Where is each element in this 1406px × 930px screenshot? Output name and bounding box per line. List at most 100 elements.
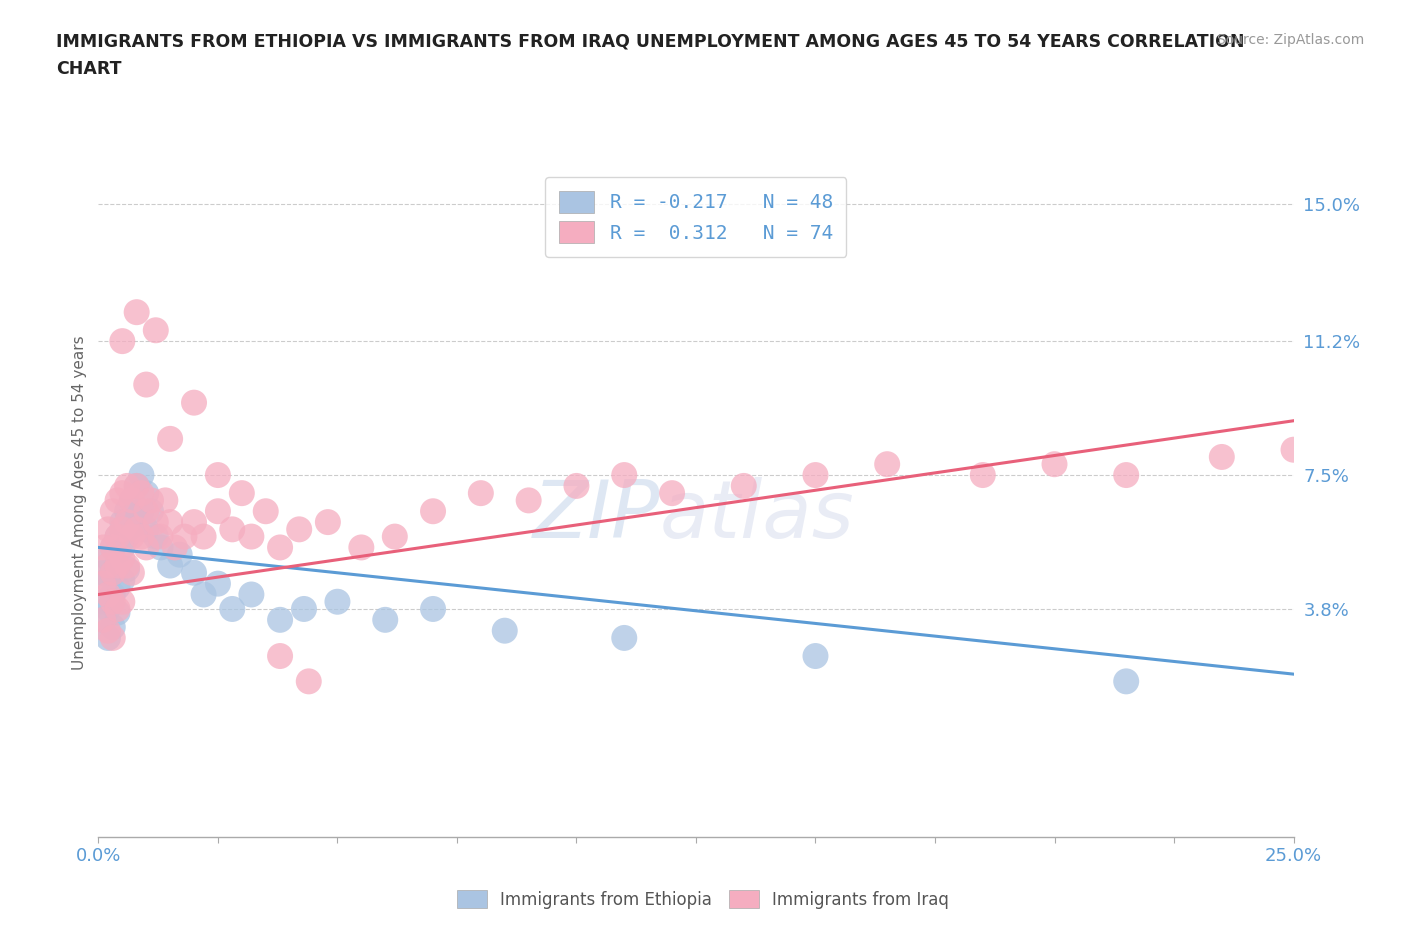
Point	[613, 468, 636, 483]
Point	[298, 674, 321, 689]
Point	[91, 540, 114, 555]
Point	[135, 504, 157, 519]
Point	[163, 540, 186, 555]
Point	[111, 485, 134, 500]
Point	[135, 522, 157, 537]
Point	[107, 493, 129, 508]
Point	[101, 565, 124, 580]
Point	[101, 504, 124, 519]
Point	[101, 631, 124, 645]
Point	[269, 612, 291, 627]
Point	[91, 612, 114, 627]
Point	[111, 573, 134, 588]
Point	[121, 493, 143, 508]
Point	[131, 468, 153, 483]
Point	[125, 512, 148, 526]
Point	[1211, 449, 1233, 464]
Point	[145, 323, 167, 338]
Point	[115, 504, 138, 519]
Point	[1115, 468, 1137, 483]
Point	[254, 504, 277, 519]
Point	[101, 540, 124, 555]
Point	[470, 485, 492, 500]
Point	[1115, 674, 1137, 689]
Point	[149, 529, 172, 544]
Point	[183, 514, 205, 529]
Text: atlas: atlas	[661, 476, 855, 554]
Point	[107, 529, 129, 544]
Point	[121, 493, 143, 508]
Legend: R = -0.217   N = 48, R =  0.312   N = 74: R = -0.217 N = 48, R = 0.312 N = 74	[546, 177, 846, 257]
Point	[97, 623, 120, 638]
Point	[183, 395, 205, 410]
Point	[111, 522, 134, 537]
Point	[101, 587, 124, 602]
Point	[326, 594, 349, 609]
Point	[115, 558, 138, 573]
Point	[422, 602, 444, 617]
Point	[131, 485, 153, 500]
Point	[97, 631, 120, 645]
Point	[876, 457, 898, 472]
Point	[97, 573, 120, 588]
Y-axis label: Unemployment Among Ages 45 to 54 years: Unemployment Among Ages 45 to 54 years	[72, 335, 87, 670]
Point	[111, 540, 134, 555]
Legend: Immigrants from Ethiopia, Immigrants from Iraq: Immigrants from Ethiopia, Immigrants fro…	[449, 882, 957, 917]
Point	[111, 594, 134, 609]
Point	[159, 514, 181, 529]
Point	[121, 565, 143, 580]
Point	[121, 529, 143, 544]
Point	[135, 485, 157, 500]
Point	[107, 558, 129, 573]
Point	[115, 562, 138, 577]
Point	[111, 334, 134, 349]
Point	[149, 540, 172, 555]
Point	[115, 478, 138, 493]
Point	[121, 522, 143, 537]
Point	[97, 587, 120, 602]
Point	[169, 547, 191, 562]
Point	[207, 577, 229, 591]
Point	[159, 558, 181, 573]
Point	[101, 619, 124, 634]
Point	[101, 565, 124, 580]
Text: ZIP: ZIP	[533, 476, 661, 554]
Point	[517, 493, 540, 508]
Point	[111, 514, 134, 529]
Point	[155, 493, 177, 508]
Point	[91, 565, 114, 580]
Point	[494, 623, 516, 638]
Point	[91, 612, 114, 627]
Point	[613, 631, 636, 645]
Point	[193, 529, 215, 544]
Point	[139, 504, 162, 519]
Point	[107, 529, 129, 544]
Point	[240, 529, 263, 544]
Point	[183, 565, 205, 580]
Point	[107, 605, 129, 620]
Point	[240, 587, 263, 602]
Point	[115, 529, 138, 544]
Point	[565, 478, 588, 493]
Text: CHART: CHART	[56, 60, 122, 78]
Point	[159, 432, 181, 446]
Point	[97, 551, 120, 565]
Text: Source: ZipAtlas.com: Source: ZipAtlas.com	[1216, 33, 1364, 46]
Point	[288, 522, 311, 537]
Point	[661, 485, 683, 500]
Point	[145, 514, 167, 529]
Point	[125, 478, 148, 493]
Point	[131, 529, 153, 544]
Point	[145, 529, 167, 544]
Point	[221, 522, 243, 537]
Point	[173, 529, 195, 544]
Point	[207, 504, 229, 519]
Point	[972, 468, 994, 483]
Point	[101, 540, 124, 555]
Point	[131, 504, 153, 519]
Point	[733, 478, 755, 493]
Text: IMMIGRANTS FROM ETHIOPIA VS IMMIGRANTS FROM IRAQ UNEMPLOYMENT AMONG AGES 45 TO 5: IMMIGRANTS FROM ETHIOPIA VS IMMIGRANTS F…	[56, 33, 1244, 50]
Point	[269, 540, 291, 555]
Point	[97, 558, 120, 573]
Point	[115, 514, 138, 529]
